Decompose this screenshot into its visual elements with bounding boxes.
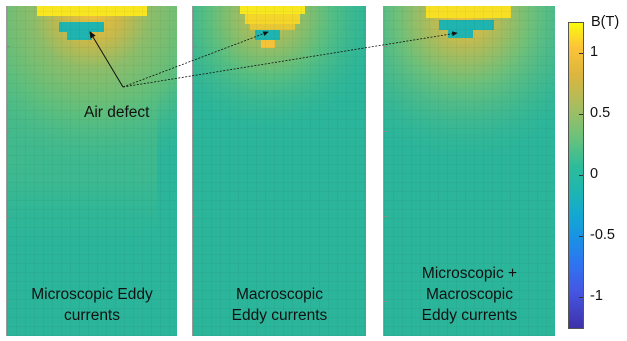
air-defect-3 [439, 20, 494, 30]
panel-caption: Macroscopic Eddy currents [193, 284, 366, 326]
caption-line: Eddy currents [421, 307, 518, 324]
caption-line: Macroscopic [426, 286, 513, 303]
panel-caption: Microscopic + Macroscopic Eddy currents [384, 263, 555, 326]
axis-tick [384, 131, 387, 132]
air-defect-label: Air defect [84, 104, 150, 121]
axis-tick [7, 301, 10, 302]
colorbar-tick [579, 175, 583, 176]
colorbar-label: -1 [590, 288, 603, 304]
axis-tick [193, 301, 196, 302]
colorbar [568, 22, 584, 329]
caption-line: Macroscopic [236, 286, 323, 303]
axis-tick [384, 46, 387, 47]
panel-caption: Microscopic Eddy currents [7, 284, 177, 326]
colorbar-title: B(T) [591, 14, 620, 30]
caption-line: Eddy currents [231, 307, 328, 324]
field-map-macroscopic: Macroscopic Eddy currents [192, 6, 366, 336]
axis-tick [7, 216, 10, 217]
colorbar-tick [579, 114, 583, 115]
colorbar-label: 0 [590, 166, 599, 182]
axis-tick [384, 301, 387, 302]
air-defect-1 [59, 22, 104, 32]
axis-tick [7, 46, 10, 47]
colorbar-label: -0.5 [590, 227, 615, 243]
colorbar-label: 0.5 [590, 105, 611, 121]
colorbar-tick [579, 53, 583, 54]
caption-line: Microscopic Eddy [31, 286, 153, 303]
axis-tick [193, 216, 196, 217]
field-map-combined: Microscopic + Macroscopic Eddy currents [383, 6, 555, 336]
field-map-microscopic: Microscopic Eddy currents [6, 6, 177, 336]
colorbar-label: 1 [590, 44, 599, 60]
caption-line: currents [64, 307, 120, 324]
axis-tick [193, 131, 196, 132]
axis-tick [384, 216, 387, 217]
colorbar-tick [579, 297, 583, 298]
caption-line: Microscopic + [421, 265, 518, 282]
axis-tick [7, 131, 10, 132]
axis-tick [193, 46, 196, 47]
colorbar-tick [579, 236, 583, 237]
